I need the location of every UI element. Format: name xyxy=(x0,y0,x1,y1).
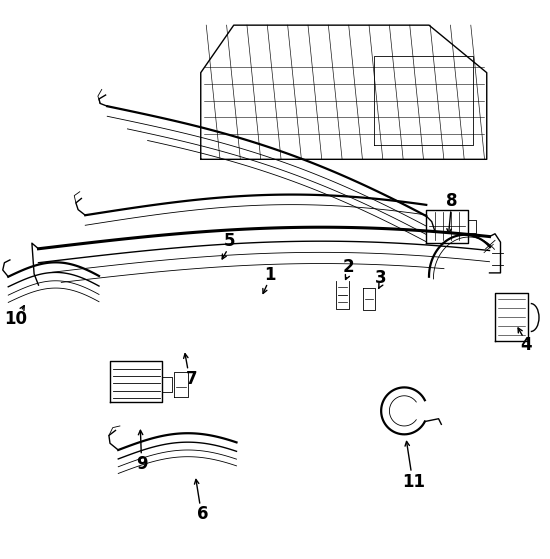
Text: 8: 8 xyxy=(447,192,458,210)
Text: 5: 5 xyxy=(224,233,235,250)
Text: 4: 4 xyxy=(520,337,532,354)
Text: 11: 11 xyxy=(402,473,425,491)
Text: 6: 6 xyxy=(197,505,208,523)
Text: 7: 7 xyxy=(185,370,197,388)
Text: 1: 1 xyxy=(264,266,275,284)
Text: 2: 2 xyxy=(342,258,354,276)
Text: 10: 10 xyxy=(4,310,27,328)
Text: 9: 9 xyxy=(136,455,148,473)
Text: 3: 3 xyxy=(375,269,387,287)
